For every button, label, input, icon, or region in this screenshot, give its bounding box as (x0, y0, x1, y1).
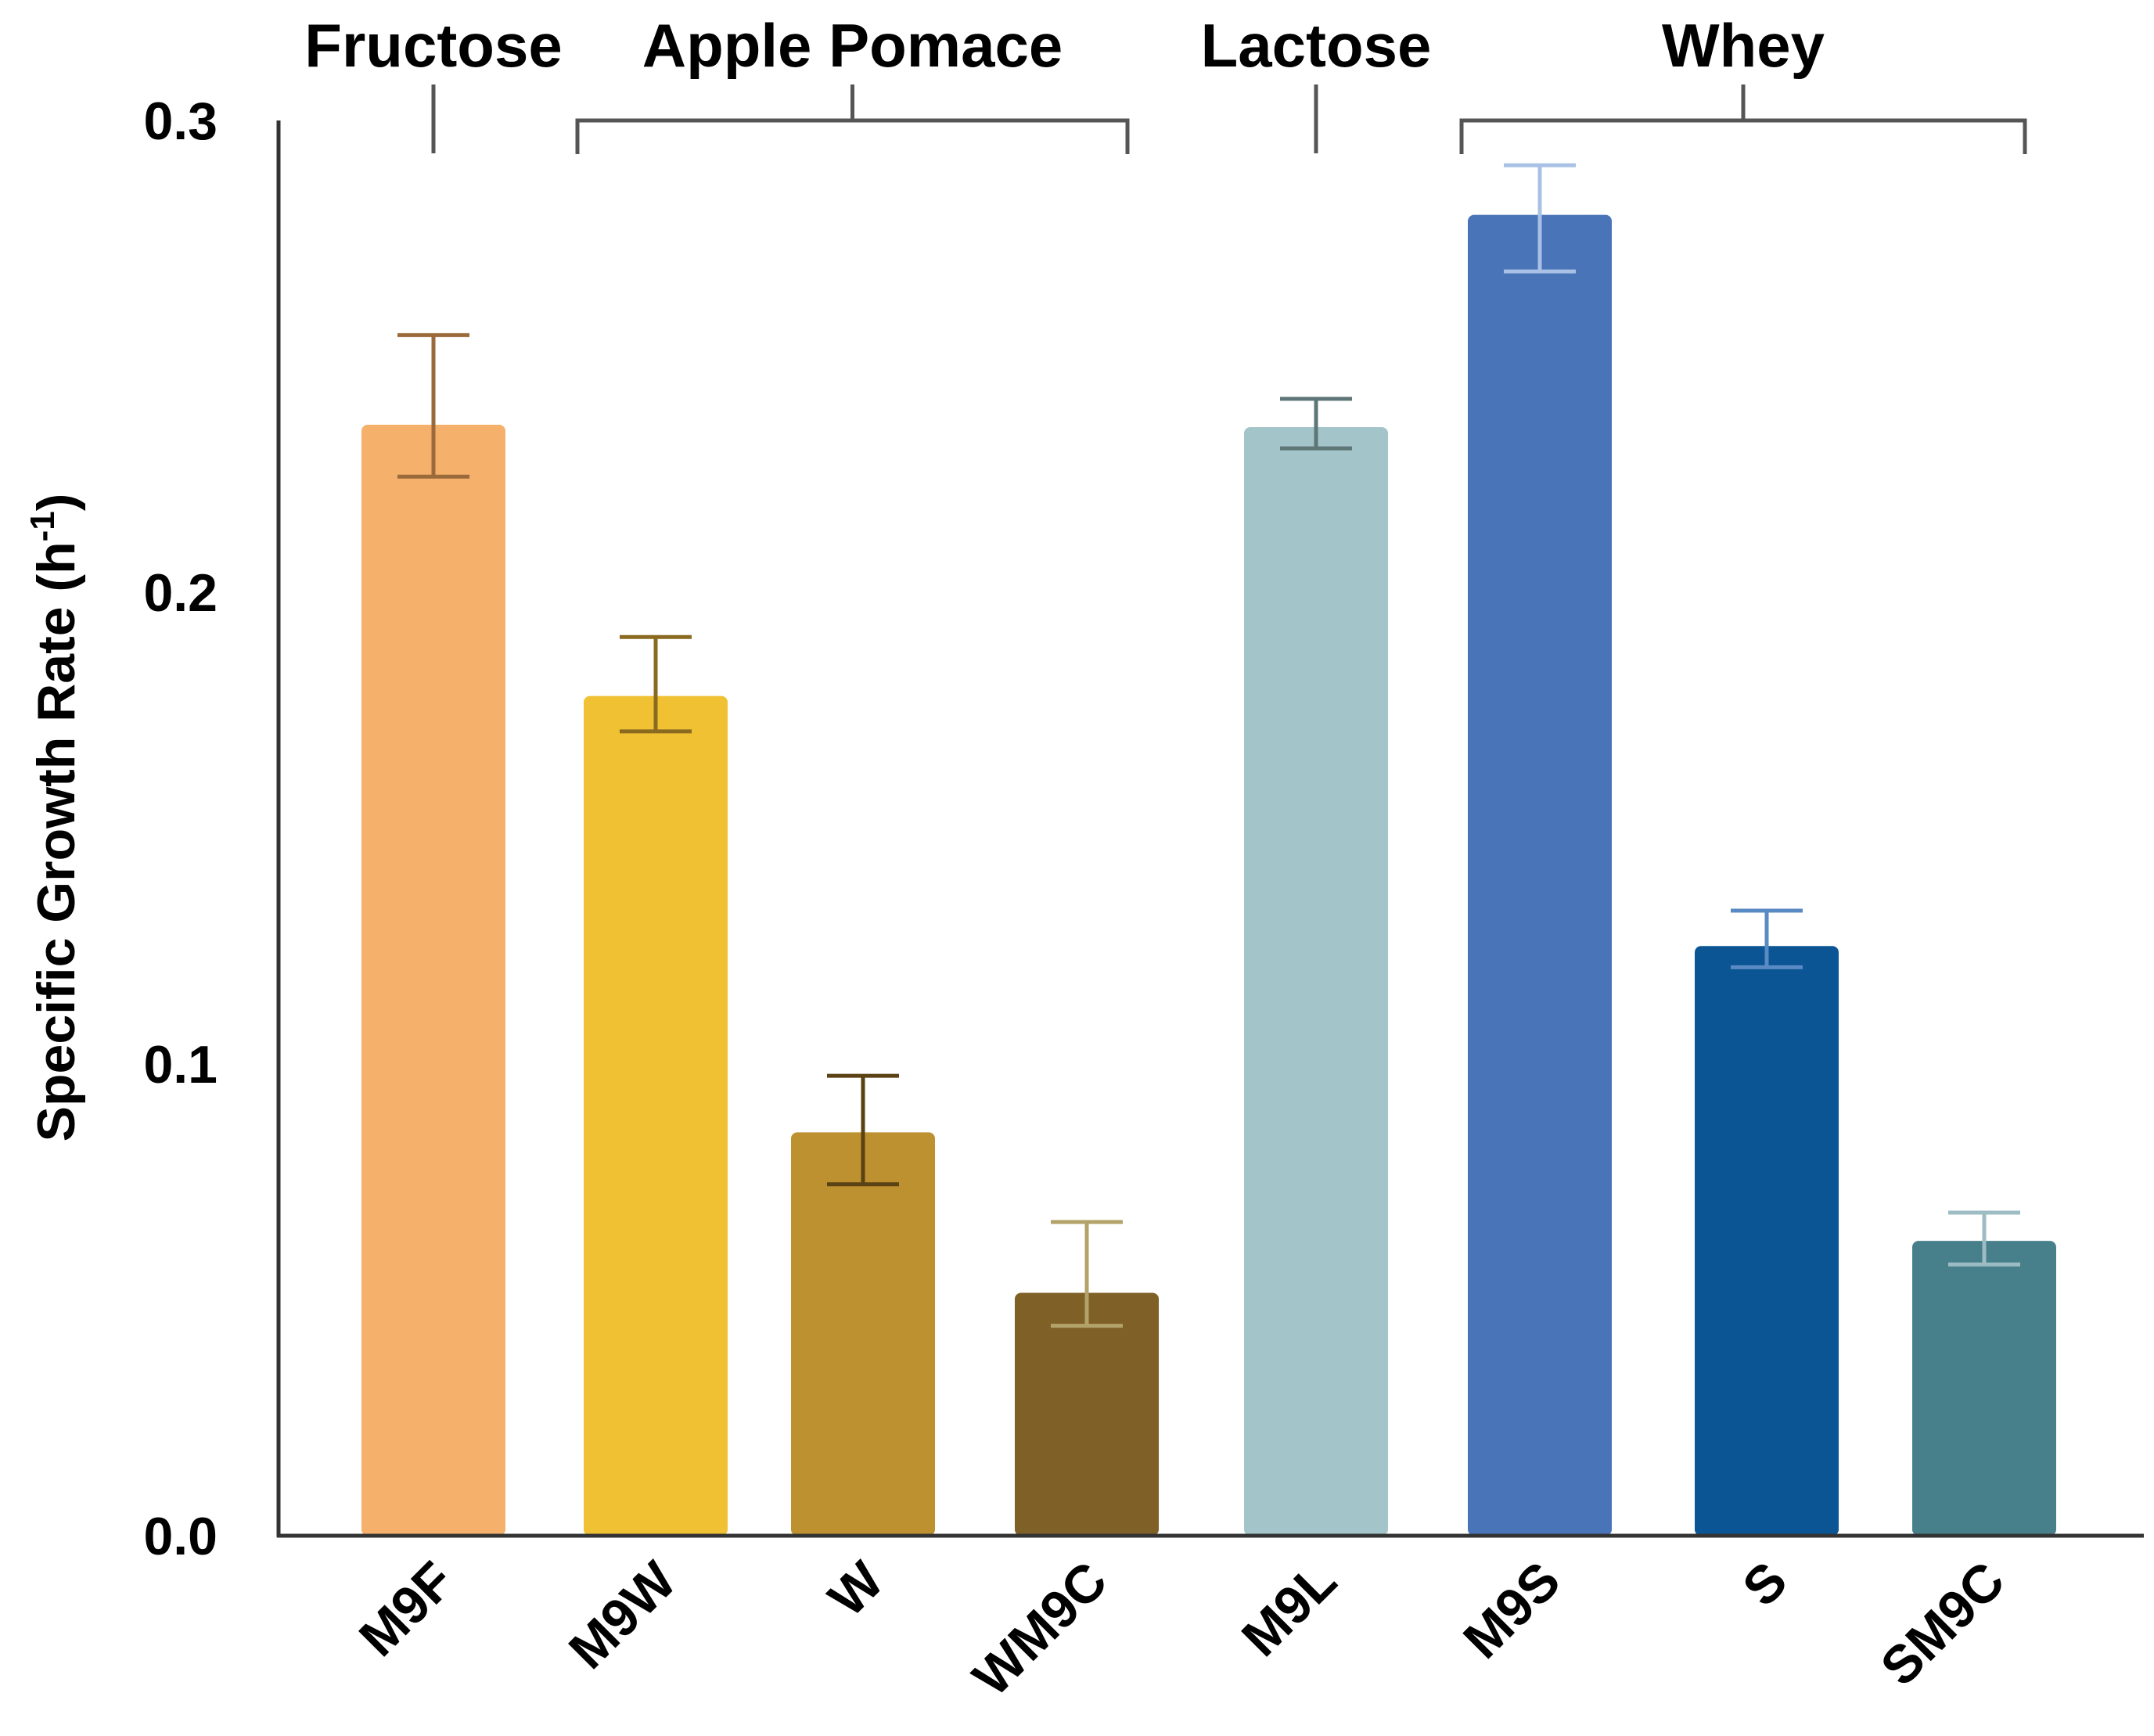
error-bar-m9s (1504, 163, 1576, 274)
group-bracket (575, 84, 1130, 154)
y-tick-label: 0.3 (143, 92, 218, 151)
bar-m9s (1468, 214, 1612, 1537)
x-tick-label-m9s: M9S (1452, 1551, 1572, 1670)
y-tick-label: 0.2 (143, 563, 218, 623)
x-tick-label-m9w: M9W (558, 1550, 688, 1680)
group-fructose: Fructose (304, 11, 563, 153)
y-tick-labels: 0.0 0.1 0.2 0.3 (143, 92, 218, 1566)
y-axis-label-superscript: -1 (23, 511, 62, 541)
y-tick-label: 0.0 (143, 1507, 218, 1566)
group-label: Fructose (304, 11, 562, 80)
y-axis-label-text: Specific Growth Rate (h (27, 541, 86, 1141)
group-lactose: Lactose (1201, 11, 1432, 153)
error-bar-s (1731, 908, 1803, 969)
error-bar-m9f (397, 332, 469, 479)
error-bar-m9w (620, 634, 692, 734)
bar-m9f (361, 424, 505, 1536)
x-tick-label-sm9c: SM9C (1869, 1551, 2016, 1697)
error-bar-wm9c (1051, 1220, 1123, 1328)
x-tick-label-w: W (817, 1550, 895, 1628)
y-axis-label-close: ) (27, 494, 86, 512)
group-apple-pomace: Apple Pomace (575, 11, 1130, 154)
y-axis-label: Specific Growth Rate (h-1) (23, 494, 86, 1142)
x-tick-label-wm9c: WM9C (962, 1551, 1119, 1708)
error-bar-w (827, 1073, 899, 1187)
bar-s (1695, 946, 1839, 1536)
group-brackets: Fructose Apple Pomace Lactose Whey (304, 11, 2027, 154)
error-bar-sm9c (1948, 1210, 2020, 1267)
y-tick-label: 0.1 (143, 1035, 218, 1094)
axes (276, 120, 2144, 1538)
x-tick-labels: M9F M9W W WM9C M9L M9S S SM9C (348, 1550, 2016, 1707)
x-tick-label-s: S (1731, 1551, 1799, 1618)
error-bars (397, 163, 2020, 1328)
group-label: Whey (1662, 11, 1825, 80)
bar-m9w (584, 695, 728, 1537)
bar-m9l (1244, 426, 1388, 1537)
x-tick-label-m9f: M9F (348, 1551, 466, 1668)
bar-sm9c (1912, 1241, 2056, 1536)
group-whey: Whey (1459, 11, 2027, 154)
x-tick-label-m9l: M9L (1231, 1551, 1348, 1668)
group-label: Lactose (1201, 11, 1432, 80)
group-bracket (1459, 84, 2027, 154)
bars (361, 214, 2056, 1537)
bar-w (791, 1132, 935, 1536)
bar-wm9c (1015, 1292, 1159, 1536)
group-label: Apple Pomace (642, 11, 1063, 80)
error-bar-m9l (1280, 397, 1352, 451)
